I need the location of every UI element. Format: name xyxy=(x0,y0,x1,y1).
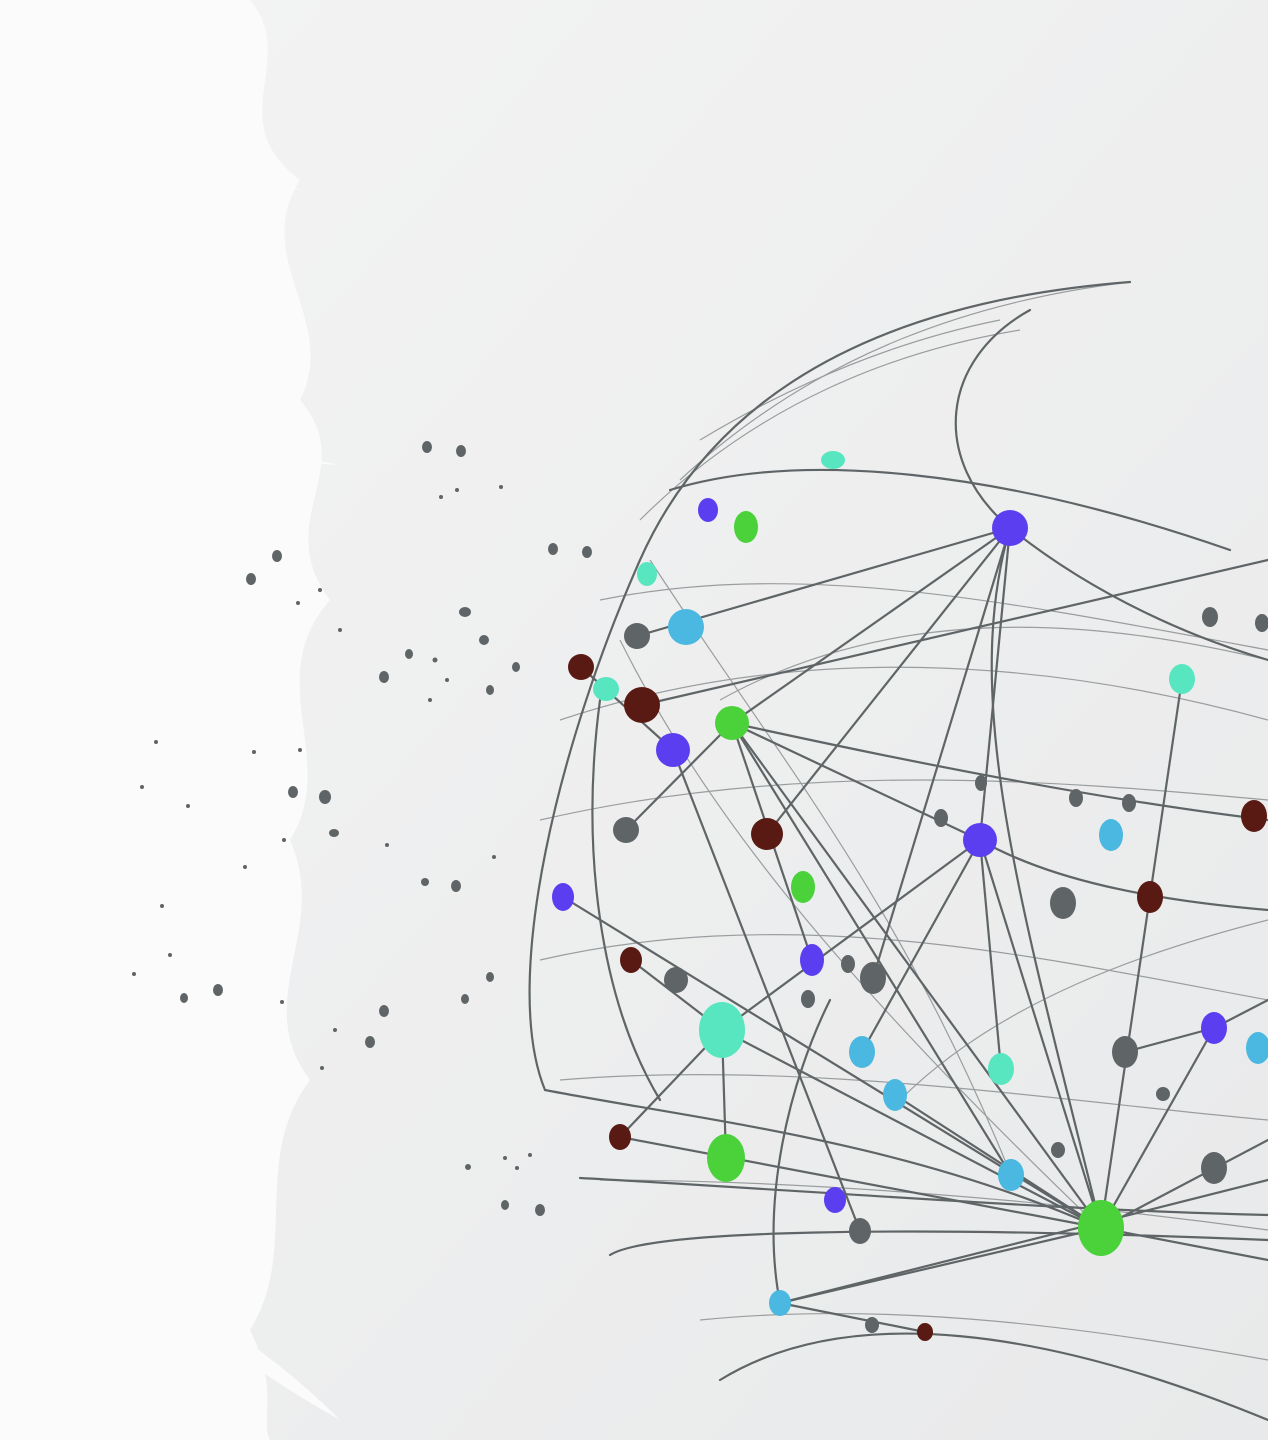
node xyxy=(849,1218,871,1244)
node xyxy=(699,1002,745,1058)
node xyxy=(998,1159,1024,1191)
node xyxy=(664,967,688,993)
node xyxy=(656,733,690,767)
node xyxy=(992,510,1028,546)
page xyxy=(0,0,1268,1440)
node xyxy=(1078,1200,1124,1256)
node xyxy=(1069,789,1083,807)
node xyxy=(1137,881,1163,913)
node xyxy=(751,818,783,850)
node xyxy=(860,962,886,994)
node xyxy=(1112,1036,1138,1068)
node xyxy=(883,1079,907,1111)
node xyxy=(849,1036,875,1068)
node xyxy=(841,955,855,973)
node xyxy=(624,687,660,723)
node xyxy=(593,677,619,701)
node xyxy=(1050,887,1076,919)
node xyxy=(613,817,639,843)
node xyxy=(821,451,845,469)
node xyxy=(1051,1142,1065,1158)
node xyxy=(791,871,815,903)
node xyxy=(637,562,657,586)
node xyxy=(620,947,642,973)
node xyxy=(624,623,650,649)
node xyxy=(668,609,704,645)
node xyxy=(568,654,594,680)
node xyxy=(800,944,824,976)
node xyxy=(917,1323,933,1341)
node xyxy=(1201,1152,1227,1184)
node xyxy=(801,990,815,1008)
node xyxy=(698,498,718,522)
node xyxy=(934,809,948,827)
node xyxy=(734,511,758,543)
node xyxy=(963,823,997,857)
node xyxy=(988,1053,1014,1085)
node xyxy=(715,706,749,740)
node xyxy=(865,1317,879,1333)
node xyxy=(824,1187,846,1213)
node xyxy=(1241,800,1267,832)
node xyxy=(1099,819,1123,851)
node xyxy=(769,1290,791,1316)
illustration xyxy=(0,0,1268,1440)
node xyxy=(1169,664,1195,694)
node xyxy=(1156,1087,1170,1101)
node xyxy=(707,1134,745,1182)
node xyxy=(975,775,987,791)
node xyxy=(1202,607,1218,627)
node xyxy=(1201,1012,1227,1044)
node xyxy=(552,883,574,911)
node xyxy=(609,1124,631,1150)
node xyxy=(1122,794,1136,812)
